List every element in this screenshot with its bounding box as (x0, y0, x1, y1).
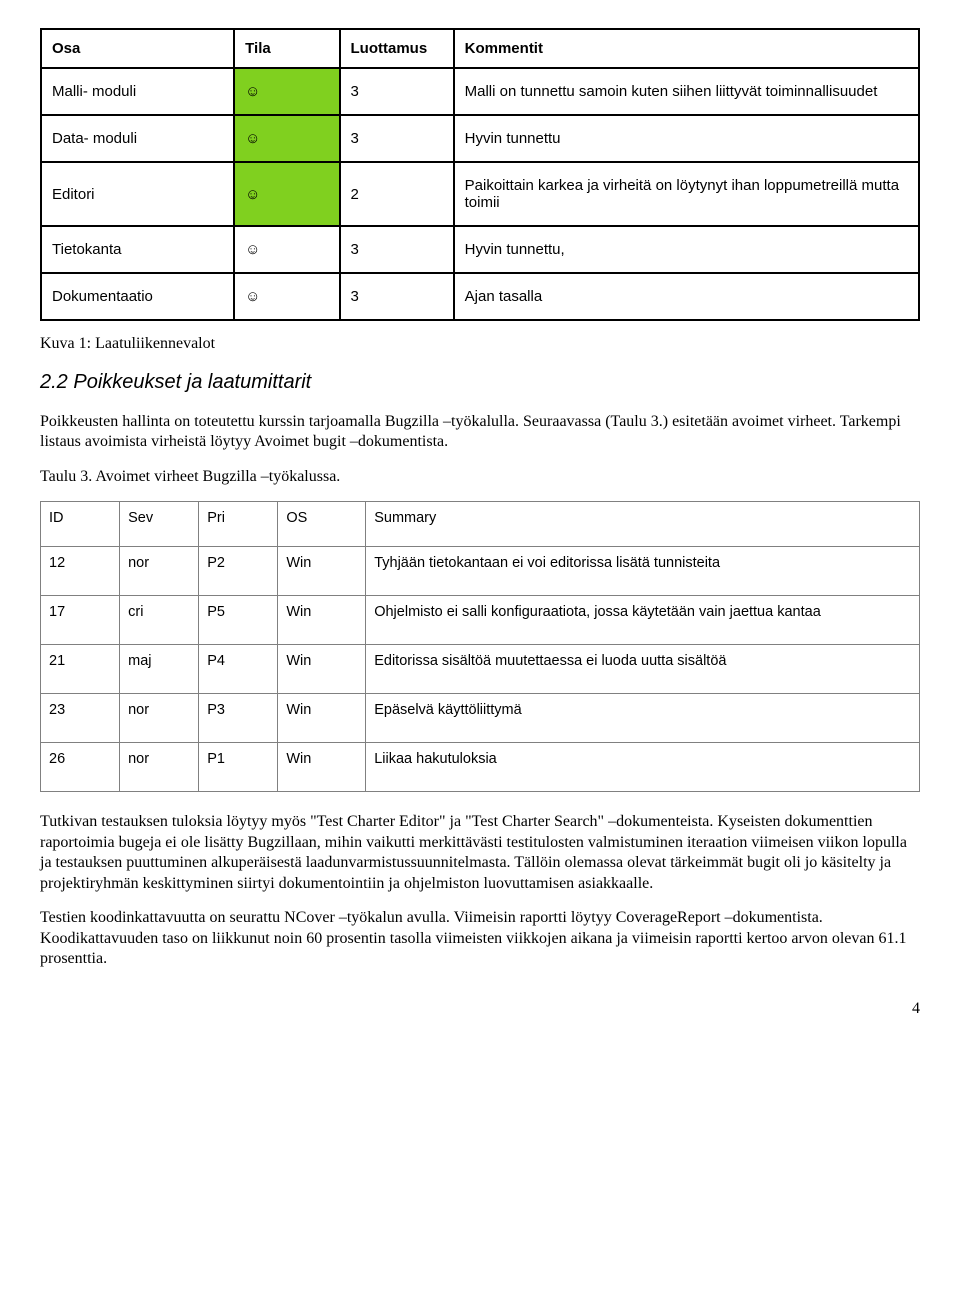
bug-table: ID Sev Pri OS Summary 12norP2WinTyhjään … (40, 501, 920, 792)
cell-luottamus: 3 (340, 68, 454, 115)
cell-sev: nor (120, 743, 199, 792)
cell-sev: maj (120, 645, 199, 694)
cell-sev: nor (120, 694, 199, 743)
table-caption: Taulu 3. Avoimet virheet Bugzilla –työka… (40, 467, 920, 487)
cell-os: Win (278, 743, 366, 792)
th-luottamus: Luottamus (340, 29, 454, 68)
paragraph-intro: Poikkeusten hallinta on toteutettu kurss… (40, 412, 920, 453)
cell-luottamus: 3 (340, 226, 454, 273)
cell-osa: Editori (41, 162, 234, 226)
figure-caption: Kuva 1: Laatuliikennevalot (40, 335, 920, 353)
th-tila: Tila (234, 29, 339, 68)
bug-row: 23norP3WinEpäselvä käyttöliittymä (41, 694, 920, 743)
cell-os: Win (278, 596, 366, 645)
table-header-row: Osa Tila Luottamus Kommentit (41, 29, 919, 68)
cell-os: Win (278, 645, 366, 694)
bug-row: 17criP5WinOhjelmisto ei salli konfiguraa… (41, 596, 920, 645)
cell-summary: Tyhjään tietokantaan ei voi editorissa l… (366, 547, 920, 596)
th-os: OS (278, 502, 366, 547)
cell-id: 26 (41, 743, 120, 792)
cell-kommentit: Ajan tasalla (454, 273, 919, 320)
cell-os: Win (278, 694, 366, 743)
table-row: Dokumentaatio☺3Ajan tasalla (41, 273, 919, 320)
quality-table: Osa Tila Luottamus Kommentit Malli- modu… (40, 28, 920, 321)
table-row: Data- moduli☺3Hyvin tunnettu (41, 115, 919, 162)
paragraph-results: Tutkivan testauksen tuloksia löytyy myös… (40, 812, 920, 894)
cell-id: 23 (41, 694, 120, 743)
th-id: ID (41, 502, 120, 547)
cell-kommentit: Hyvin tunnettu, (454, 226, 919, 273)
cell-sev: cri (120, 596, 199, 645)
cell-id: 17 (41, 596, 120, 645)
cell-luottamus: 2 (340, 162, 454, 226)
cell-pri: P1 (199, 743, 278, 792)
section-heading: 2.2 Poikkeukset ja laatumittarit (40, 371, 920, 394)
bug-row: 26norP1WinLiikaa hakutuloksia (41, 743, 920, 792)
cell-pri: P2 (199, 547, 278, 596)
table-row: Editori☺2Paikoittain karkea ja virheitä … (41, 162, 919, 226)
cell-summary: Editorissa sisältöä muutettaessa ei luod… (366, 645, 920, 694)
paragraph-coverage: Testien koodinkattavuutta on seurattu NC… (40, 908, 920, 969)
th-summary: Summary (366, 502, 920, 547)
cell-kommentit: Hyvin tunnettu (454, 115, 919, 162)
page-number: 4 (40, 1000, 920, 1018)
cell-id: 12 (41, 547, 120, 596)
cell-osa: Malli- moduli (41, 68, 234, 115)
table-row: Malli- moduli☺3Malli on tunnettu samoin … (41, 68, 919, 115)
cell-kommentit: Malli on tunnettu samoin kuten siihen li… (454, 68, 919, 115)
cell-os: Win (278, 547, 366, 596)
cell-summary: Epäselvä käyttöliittymä (366, 694, 920, 743)
cell-osa: Dokumentaatio (41, 273, 234, 320)
cell-luottamus: 3 (340, 273, 454, 320)
table-row: Tietokanta☺3Hyvin tunnettu, (41, 226, 919, 273)
cell-pri: P4 (199, 645, 278, 694)
smiley-icon: ☺ (234, 273, 339, 320)
smiley-icon: ☺ (234, 226, 339, 273)
bug-row: 12norP2WinTyhjään tietokantaan ei voi ed… (41, 547, 920, 596)
th-kommentit: Kommentit (454, 29, 919, 68)
cell-pri: P5 (199, 596, 278, 645)
th-sev: Sev (120, 502, 199, 547)
cell-kommentit: Paikoittain karkea ja virheitä on löytyn… (454, 162, 919, 226)
cell-pri: P3 (199, 694, 278, 743)
cell-luottamus: 3 (340, 115, 454, 162)
cell-id: 21 (41, 645, 120, 694)
cell-sev: nor (120, 547, 199, 596)
th-osa: Osa (41, 29, 234, 68)
th-pri: Pri (199, 502, 278, 547)
cell-summary: Ohjelmisto ei salli konfiguraatiota, jos… (366, 596, 920, 645)
cell-osa: Tietokanta (41, 226, 234, 273)
smiley-icon: ☺ (234, 68, 339, 115)
bug-row: 21majP4WinEditorissa sisältöä muutettaes… (41, 645, 920, 694)
smiley-icon: ☺ (234, 162, 339, 226)
smiley-icon: ☺ (234, 115, 339, 162)
cell-osa: Data- moduli (41, 115, 234, 162)
cell-summary: Liikaa hakutuloksia (366, 743, 920, 792)
bug-table-header: ID Sev Pri OS Summary (41, 502, 920, 547)
